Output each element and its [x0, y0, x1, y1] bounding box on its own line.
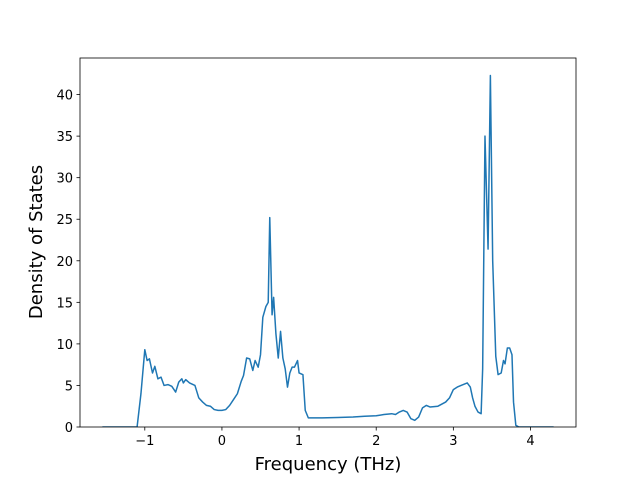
y-tick-label: 10: [56, 338, 73, 353]
x-tick-label: 4: [526, 434, 534, 449]
plot-frame: [79, 57, 577, 428]
y-tick-label: 5: [65, 379, 73, 394]
x-tick-label: −1: [135, 434, 154, 449]
x-axis-label: Frequency (THz): [255, 454, 402, 475]
y-tick-label: 35: [56, 130, 73, 145]
x-tick-label: 1: [295, 434, 303, 449]
x-tick-label: 2: [372, 434, 380, 449]
y-tick-label: 40: [56, 89, 73, 104]
line: [102, 74, 554, 427]
x-tick-label: 0: [218, 434, 226, 449]
y-tick-label: 25: [56, 213, 73, 228]
y-tick-label: 0: [65, 421, 73, 436]
x-tick-label: 3: [449, 434, 457, 449]
y-axis-label: Density of States: [26, 165, 47, 319]
y-tick-label: 15: [56, 296, 73, 311]
y-tick-label: 30: [56, 172, 73, 187]
y-tick-label: 20: [56, 255, 73, 270]
